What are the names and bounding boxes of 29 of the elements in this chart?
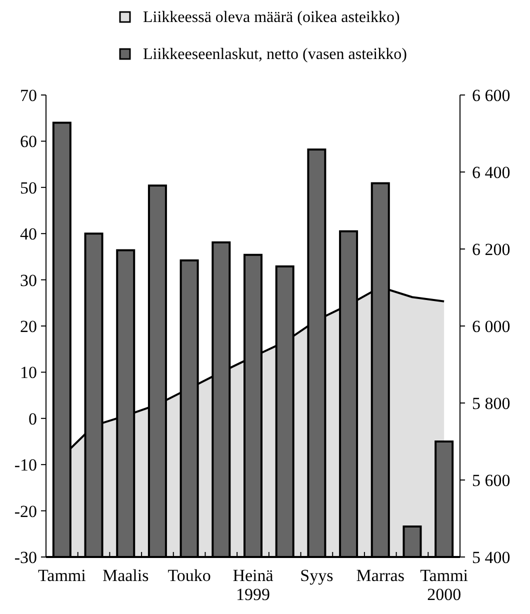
x-tick-label: Tammi — [38, 566, 86, 585]
x-tick-label: Maalis — [102, 566, 149, 585]
y2-tick-label: 6 200 — [472, 240, 510, 259]
y2-tick-label: 6 600 — [472, 86, 510, 105]
y2-tick-label: 6 000 — [472, 316, 510, 336]
y-tick-label: 60 — [20, 132, 37, 152]
x-tick-label: Marras — [356, 566, 404, 585]
y-tick-label: -30 — [14, 548, 37, 567]
y-tick-label: 30 — [20, 270, 37, 290]
y2-tick-label: 6 400 — [472, 162, 510, 182]
y-tick-label: 50 — [20, 178, 37, 198]
y2-tick-label: 5 400 — [472, 548, 510, 567]
y-tick-label: -10 — [14, 456, 37, 475]
y-tick-label: -20 — [14, 502, 37, 521]
y2-tick-label: 5 600 — [472, 470, 510, 490]
y-tick-label: 20 — [20, 316, 37, 336]
text: 2000 — [427, 585, 462, 604]
legend-label: Liikkeeseenlaskut, netto (vasen asteikko) — [143, 46, 407, 63]
x-tick-label: Heinä — [232, 566, 274, 585]
x-tick-label: Syys — [300, 566, 334, 585]
legend-label: Liikkeessä oleva määrä (oikea asteikko) — [143, 9, 400, 26]
x-tick-label: Tammi — [420, 566, 468, 585]
y-tick-label: 10 — [20, 363, 37, 382]
y-tick-label: 0 — [28, 409, 37, 428]
x-tick-label: Touko — [168, 566, 211, 585]
text: 1999 — [236, 585, 270, 604]
y-tick-label: 40 — [20, 224, 37, 244]
y-tick-label: 70 — [20, 86, 37, 105]
y2-tick-label: 5 800 — [472, 394, 510, 413]
